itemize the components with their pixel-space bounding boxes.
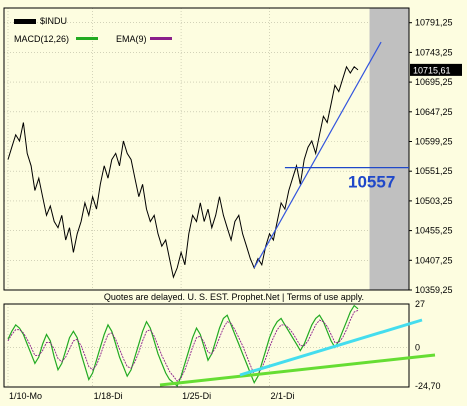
price-tick-label: 10695,25: [415, 77, 453, 87]
date-tick-label: 1/10-Mo: [9, 391, 42, 401]
macd-legend-swatch: [76, 37, 98, 40]
price-annotations: 10557 10715,61: [253, 41, 462, 269]
price-tick-label: 10791,25: [415, 18, 453, 28]
price-panel-border: [3, 7, 410, 291]
ema-legend-swatch: [150, 37, 172, 40]
indu-legend-swatch: [14, 19, 36, 24]
date-tick-label: 2/1-Di: [271, 391, 295, 401]
macd-axis: 27 0 -24,70: [415, 299, 441, 391]
price-line: [7, 65, 359, 279]
price-tick-label: 10359,25: [415, 285, 453, 295]
price-tick-label: 10743,25: [415, 47, 453, 57]
price-tick-label: 10455,25: [415, 226, 453, 236]
uptrend-line: [253, 41, 382, 269]
cyan-trend-line: [239, 318, 423, 377]
macd-panel-border: [3, 303, 410, 388]
green-trend-line: [159, 353, 436, 387]
macd-series: [7, 304, 359, 387]
date-axis: 1/10-Mo 1/18-Di 1/25-Di 2/1-Di: [9, 391, 295, 401]
price-tick-label: 10407,25: [415, 255, 453, 265]
macd-legend-label: MACD(12,26): [14, 34, 69, 44]
price-series: [7, 65, 359, 279]
date-tick-label: 1/25-Di: [182, 391, 211, 401]
macd-tick-label: -24,70: [415, 381, 441, 391]
future-shaded-region: [369, 8, 409, 290]
price-tick-label: 10599,25: [415, 136, 453, 146]
price-tick-label: 10647,25: [415, 107, 453, 117]
price-tick-label: 10503,25: [415, 196, 453, 206]
price-tick-label: 10551,25: [415, 166, 453, 176]
macd-tick-label: 0: [415, 342, 420, 352]
indu-legend-label: $INDU: [40, 16, 67, 26]
ema-legend-label: EMA(9): [116, 34, 147, 44]
price-axis: 10791,25 10743,25 10695,25 10647,25 10599,25…: [409, 18, 453, 295]
price-legend: $INDU MACD(12,26) EMA(9): [14, 16, 172, 44]
macd-tick-label: 27: [415, 299, 425, 309]
last-price-box: [410, 63, 462, 76]
price-grid: [4, 8, 409, 291]
quote-delay-note: Quotes are delayed. U. S. EST. Prophet.N…: [104, 292, 364, 302]
ema-line: [7, 309, 359, 382]
macd-line: [7, 304, 359, 387]
last-price-label: 10715,61: [413, 65, 451, 75]
support-level-label: 10557: [348, 173, 395, 192]
date-tick-label: 1/18-Di: [94, 391, 123, 401]
macd-annotations: [159, 318, 436, 387]
